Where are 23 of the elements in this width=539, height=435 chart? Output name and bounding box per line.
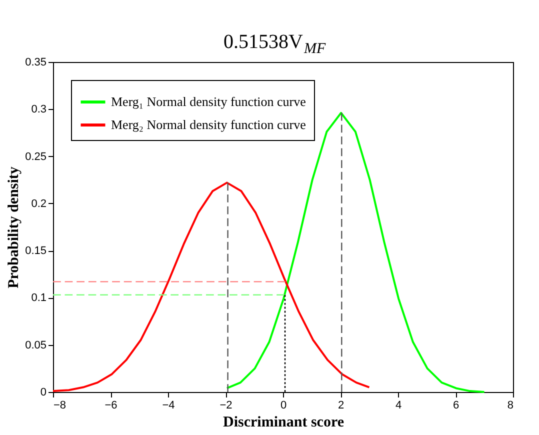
y-tick-label: 0.1	[31, 292, 46, 304]
x-tick-label: 2	[338, 400, 344, 412]
y-tick-label: 0.2	[31, 198, 46, 210]
y-tick-label: 0.3	[31, 104, 46, 116]
x-tick-label: −8	[54, 400, 66, 412]
x-tick-label: 4	[395, 400, 402, 412]
x-tick-label: −6	[104, 400, 118, 412]
y-tick-label: 0.05	[25, 339, 46, 352]
x-tick-label: 8	[507, 400, 514, 412]
x-axis-title: Discriminant score	[223, 414, 344, 430]
y-tick-label: 0	[40, 386, 46, 398]
y-tick-label: 0.25	[25, 150, 46, 163]
line-series	[226, 112, 486, 393]
y-axis-title: Probability density	[6, 166, 22, 288]
x-tick-label: −2	[220, 400, 232, 412]
legend-label: Merg₂ Normal density function curve	[111, 117, 306, 132]
x-tick-label: 6	[452, 400, 460, 412]
legend-label: Merg₁ Normal density function curve	[111, 94, 306, 109]
y-tick-label: 0.35	[25, 56, 46, 68]
y-tick-label: 0.15	[25, 245, 46, 258]
x-tick-label: 0	[280, 400, 287, 412]
x-tick-label: −4	[162, 400, 175, 412]
line-series	[52, 182, 370, 392]
